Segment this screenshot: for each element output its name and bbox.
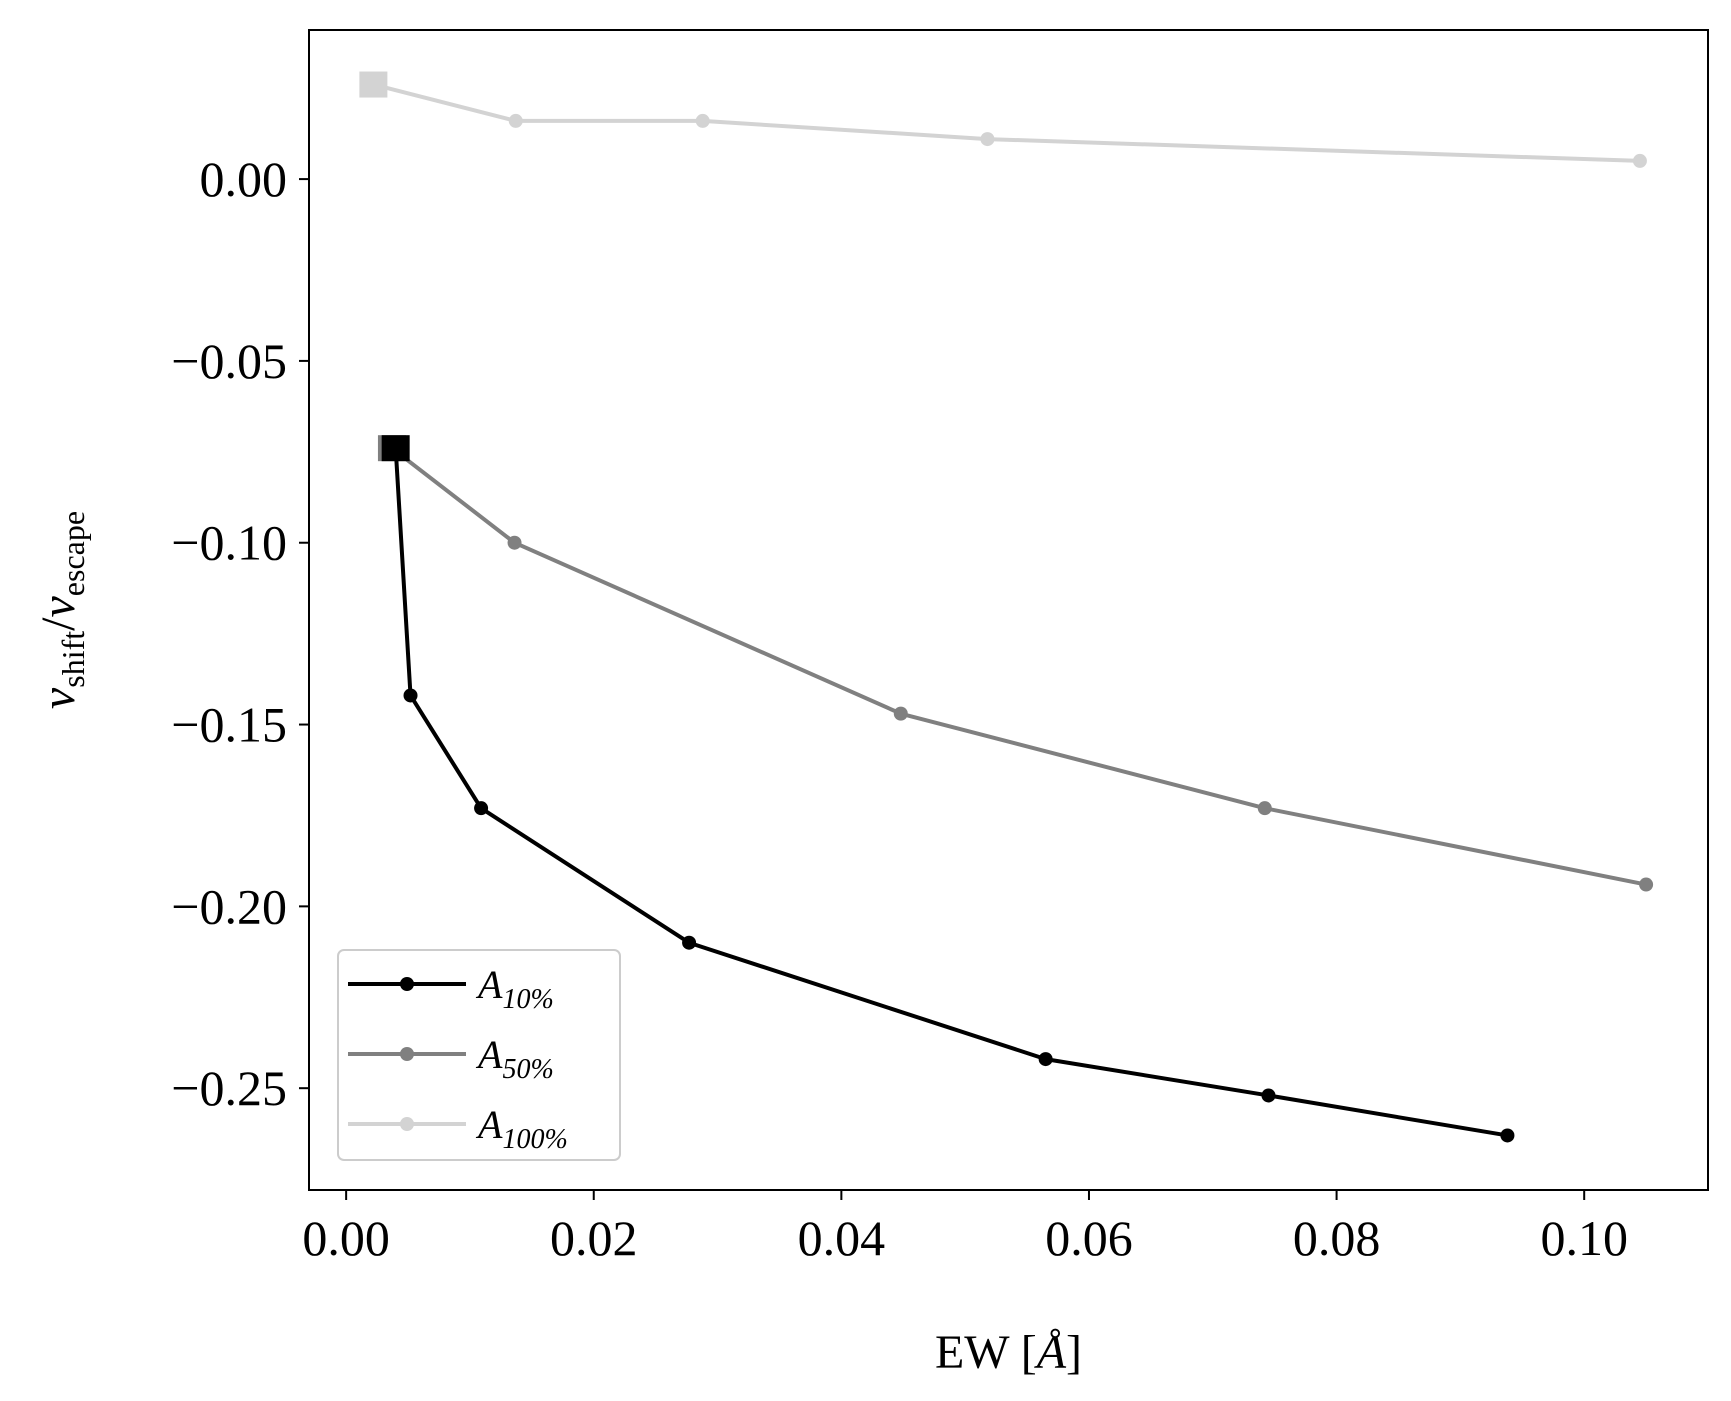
data-point — [1038, 1052, 1053, 1067]
legend-label-base: A — [475, 1102, 503, 1147]
legend-marker — [400, 1117, 414, 1131]
y-tick-label: −0.20 — [171, 878, 287, 934]
x-tick-label: 0.04 — [798, 1210, 886, 1266]
x-axis-title: EW [Å] — [935, 1326, 1082, 1379]
legend-label: A100% — [475, 1102, 568, 1155]
legend-label-base: A — [475, 962, 503, 1007]
legend-label: A50% — [475, 1032, 554, 1085]
x-tick-label: 0.08 — [1293, 1210, 1381, 1266]
plot-frame — [308, 29, 1709, 1191]
legend-label-base: A — [475, 1032, 503, 1077]
x-tick-label: 0.00 — [302, 1210, 390, 1266]
legend-box — [337, 949, 621, 1161]
legend-marker — [400, 1047, 414, 1061]
data-point — [1257, 801, 1272, 816]
y-tick-label: −0.25 — [171, 1060, 287, 1116]
y-tick-label: 0.00 — [200, 151, 288, 207]
data-point — [507, 535, 522, 550]
data-point — [1500, 1128, 1515, 1143]
legend-label-sub: 50% — [502, 1054, 553, 1085]
series-start-marker — [381, 435, 410, 462]
x-tick-label: 0.06 — [1045, 1210, 1133, 1266]
legend: A10%A50%A100% — [337, 949, 621, 1161]
legend-label: A10% — [475, 962, 554, 1015]
data-point — [893, 706, 908, 721]
x-tick-label: 0.10 — [1540, 1210, 1628, 1266]
data-point — [682, 935, 697, 950]
y-tick-label: −0.15 — [171, 697, 287, 753]
y-tick-label: −0.05 — [171, 333, 287, 389]
data-point — [1639, 877, 1654, 892]
x-tick-label: 0.02 — [550, 1210, 638, 1266]
x-axis: 0.00 0.02 0.04 0.06 0.08 0.10 — [302, 1190, 1628, 1266]
y-axis: 0.00 −0.05 −0.10 −0.15 −0.20 −0.25 — [171, 151, 309, 1116]
y-tick-label: −0.10 — [171, 515, 287, 571]
legend-label-sub: 100% — [502, 1124, 567, 1155]
legend-entries: A10%A50%A100% — [348, 962, 568, 1155]
y-axis-title: vshift/vescape — [32, 511, 91, 709]
legend-marker — [400, 977, 414, 991]
data-point — [403, 688, 418, 703]
data-point — [474, 801, 489, 816]
legend-label-sub: 10% — [502, 984, 553, 1015]
data-point — [508, 113, 523, 128]
data-point — [980, 132, 995, 147]
data-point — [1632, 153, 1647, 168]
data-point — [1261, 1088, 1276, 1103]
series-start-marker — [359, 71, 388, 98]
series-layer — [359, 71, 1654, 1143]
data-point — [695, 113, 710, 128]
